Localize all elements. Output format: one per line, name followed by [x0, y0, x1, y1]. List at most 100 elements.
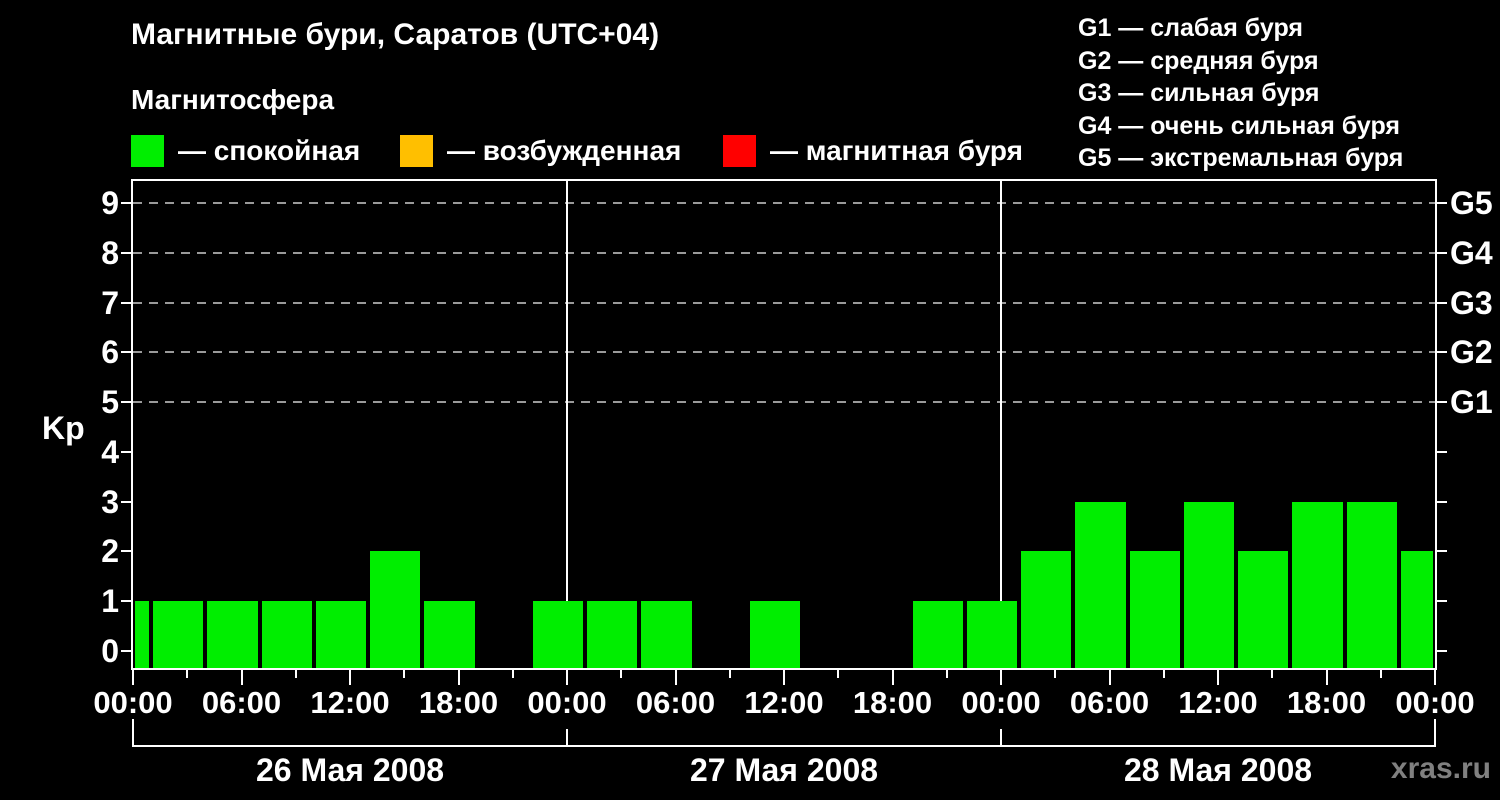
- x-tick-label: 06:00: [201, 685, 282, 720]
- x-major-tick: [1108, 670, 1111, 685]
- x-minor-tick: [1271, 670, 1274, 678]
- right-tick: [1437, 500, 1447, 503]
- y-tick-label: 2: [101, 533, 119, 570]
- y-tick-label: 7: [101, 284, 119, 321]
- right-tick: [1437, 401, 1447, 404]
- kp-bar: [1346, 501, 1397, 668]
- x-minor-tick: [1162, 670, 1165, 678]
- x-tick-label: 00:00: [961, 685, 1041, 720]
- y-tick: [121, 401, 131, 404]
- x-major-tick: [1217, 670, 1219, 685]
- kp-bar: [1400, 551, 1433, 668]
- right-tick: [1437, 649, 1447, 652]
- gridline-kp8: [133, 252, 1435, 255]
- storm-scale-item-g2: G2 — средняя буря: [1078, 46, 1319, 75]
- day-bracket-cap: [1000, 729, 1002, 747]
- legend-item-quiet: — спокойная: [131, 133, 360, 169]
- right-tick: [1437, 450, 1447, 453]
- x-minor-tick: [294, 670, 297, 678]
- chart-title: Магнитные бури, Саратов (UTC+04): [131, 18, 660, 51]
- g-axis-label-g1: G1: [1450, 384, 1493, 421]
- x-major-tick: [132, 670, 134, 685]
- y-tick-label: 9: [101, 185, 119, 222]
- y-tick-label: 6: [101, 334, 119, 371]
- y-tick-label: 1: [101, 582, 119, 619]
- x-tick-label: 12:00: [744, 685, 824, 720]
- gridline-kp5: [133, 401, 1435, 404]
- x-major-tick: [1434, 670, 1436, 685]
- kp-bar: [912, 600, 963, 668]
- kp-bar: [749, 600, 801, 668]
- kp-bar: [424, 600, 475, 668]
- x-minor-tick: [620, 670, 623, 678]
- y-tick-label: 0: [101, 632, 119, 669]
- legend-item-storm: — магнитная буря: [723, 133, 1023, 169]
- gridline-kp9: [133, 202, 1435, 205]
- x-minor-tick: [511, 670, 514, 678]
- x-tick-label: 18:00: [1286, 685, 1367, 720]
- x-tick-label: 00:00: [93, 685, 173, 720]
- kp-bar: [641, 600, 692, 668]
- kp-bar: [587, 600, 638, 668]
- x-major-tick: [1000, 670, 1002, 685]
- y-tick: [121, 301, 131, 304]
- kp-bar: [966, 600, 1018, 668]
- kp-bar: [135, 600, 150, 668]
- y-axis-label: Kp: [42, 410, 85, 446]
- legend-label-excited: — возбужденная: [447, 135, 682, 166]
- y-tick-label: 5: [101, 384, 119, 421]
- right-tick: [1437, 550, 1447, 553]
- kp-bar: [1021, 551, 1072, 668]
- right-tick: [1437, 252, 1447, 255]
- y-tick-label: 4: [101, 433, 119, 470]
- kp-bar: [315, 600, 367, 668]
- plot-area: [133, 181, 1435, 668]
- right-tick: [1437, 202, 1447, 205]
- day-separator-line: [1000, 181, 1002, 668]
- day-separator-line: [566, 181, 568, 668]
- date-label: 26 Мая 2008: [255, 752, 445, 788]
- gridline-kp6: [133, 351, 1435, 354]
- quiet-color-swatch: [131, 135, 164, 167]
- g-axis-label-g2: G2: [1450, 334, 1493, 371]
- y-tick: [121, 351, 131, 354]
- y-tick: [121, 202, 131, 205]
- x-major-tick: [457, 670, 460, 685]
- y-tick: [121, 550, 131, 553]
- x-minor-tick: [728, 670, 731, 678]
- x-tick-label: 18:00: [852, 685, 933, 720]
- kp-bar: [370, 551, 421, 668]
- x-major-tick: [891, 670, 894, 685]
- x-major-tick: [240, 670, 243, 685]
- g-axis-label-g5: G5: [1450, 185, 1493, 222]
- day-bracket-cap: [566, 729, 568, 747]
- y-tick: [121, 450, 131, 453]
- x-tick-label: 12:00: [1178, 685, 1258, 720]
- kp-bar: [1183, 501, 1235, 668]
- legend-label-storm: — магнитная буря: [770, 135, 1023, 166]
- kp-bar: [1129, 551, 1180, 668]
- y-tick-label: 3: [101, 483, 119, 520]
- storm-scale-item-g3: G3 — сильная буря: [1078, 79, 1320, 107]
- x-tick-label: 18:00: [418, 685, 499, 720]
- day-bracket-cap: [132, 719, 134, 747]
- y-tick: [121, 649, 131, 652]
- chart-subtitle: Магнитосфера: [131, 84, 335, 115]
- kp-bar: [261, 600, 312, 668]
- excited-color-swatch: [400, 135, 433, 167]
- x-tick-label: 06:00: [1069, 685, 1150, 720]
- x-minor-tick: [1054, 670, 1057, 678]
- kp-bar: [207, 600, 258, 668]
- watermark: xras.ru: [1390, 752, 1491, 785]
- g-axis-label-g4: G4: [1450, 235, 1493, 272]
- x-minor-tick: [1379, 670, 1382, 678]
- storm-scale-item-g5: G5 — экстремальная буря: [1078, 144, 1404, 172]
- kp-bar: [1238, 551, 1289, 668]
- storm-scale-legend: G1 — слабая буря G2 — средняя буря G3 — …: [1078, 12, 1403, 175]
- x-major-tick: [349, 670, 351, 685]
- x-minor-tick: [403, 670, 406, 678]
- x-tick-label: 12:00: [310, 685, 390, 720]
- storm-color-swatch: [723, 135, 756, 167]
- y-tick: [121, 599, 131, 602]
- storm-scale-item-g4: G4 — очень сильная буря: [1078, 111, 1400, 140]
